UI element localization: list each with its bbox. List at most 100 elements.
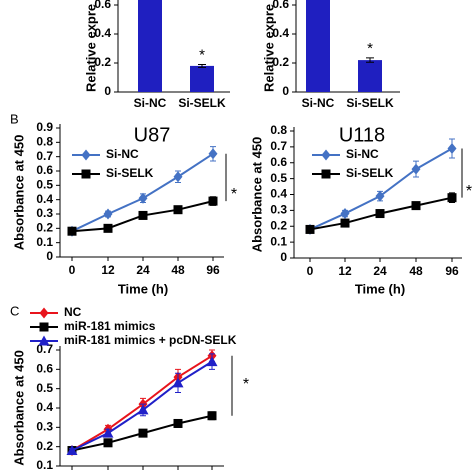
y-tick-label: 0.3 — [270, 203, 287, 217]
legend-label: Si-NC — [346, 147, 379, 161]
x-axis-label: Time (h) — [355, 281, 405, 296]
y-axis-label: Relative expre — [261, 4, 276, 92]
bar — [190, 65, 214, 92]
y-tick-label: 0.1 — [36, 235, 53, 249]
x-axis-label: Time (h) — [118, 281, 168, 296]
y-tick-label: 0.5 — [36, 381, 53, 395]
y-tick-label: 0 — [280, 250, 287, 264]
error-bar — [366, 57, 374, 63]
y-tick-label: 0.7 — [270, 139, 287, 153]
y-tick-label: 0 — [282, 84, 289, 98]
x-tick-label: 96 — [206, 263, 220, 277]
marker — [340, 208, 350, 220]
significance: * — [199, 46, 205, 63]
marker — [137, 404, 149, 415]
chart-title: U87 — [134, 124, 171, 146]
x-tick-label: 24 — [373, 264, 387, 278]
y-tick-label: 0.3 — [36, 420, 53, 434]
y-tick-label: 0.2 — [36, 439, 53, 453]
y-axis-label: Absorbance at 450 — [11, 135, 26, 251]
y-tick-label: 0.2 — [272, 55, 289, 69]
y-tick-label: 0.6 — [94, 0, 111, 11]
y-tick-label: 0.6 — [272, 0, 289, 11]
marker — [172, 377, 184, 388]
marker — [447, 142, 457, 154]
bar — [306, 0, 330, 92]
y-tick-label: 0 — [46, 249, 53, 263]
y-tick-label: 0.4 — [36, 192, 53, 206]
significance: * — [243, 376, 249, 393]
x-tick-label: 96 — [445, 264, 459, 278]
marker — [138, 192, 148, 204]
marker — [206, 356, 218, 367]
y-tick-label: 0.4 — [272, 26, 289, 40]
y-tick-label: 0.4 — [270, 187, 287, 201]
y-tick-label: 0.6 — [270, 155, 287, 169]
x-tick-label: Si-SELK — [346, 96, 394, 110]
x-tick-label: Si-NC — [302, 96, 335, 110]
marker — [66, 445, 78, 456]
x-tick-label: 0 — [307, 264, 314, 278]
x-tick-label: 48 — [409, 264, 423, 278]
marker — [103, 208, 113, 220]
marker — [39, 322, 49, 332]
marker — [81, 169, 91, 179]
marker — [103, 438, 113, 448]
y-tick-label: 0.6 — [36, 362, 53, 376]
marker — [39, 307, 49, 319]
marker — [305, 224, 315, 234]
legend-label: NC — [64, 305, 82, 319]
y-tick-label: 0.4 — [36, 400, 53, 414]
y-tick-label: 0.2 — [94, 55, 111, 69]
marker — [375, 209, 385, 219]
y-axis-label: Relative expre — [83, 4, 98, 92]
y-tick-label: 0.7 — [36, 342, 53, 356]
marker — [411, 201, 421, 211]
marker — [102, 427, 114, 438]
y-tick-label: 0.1 — [270, 234, 287, 248]
marker — [321, 169, 331, 179]
y-tick-label: 0.5 — [36, 178, 53, 192]
marker — [173, 418, 183, 428]
panel-label: C — [10, 303, 19, 318]
y-tick-label: 0.1 — [36, 458, 53, 472]
legend-label: Si-SELK — [106, 166, 154, 180]
marker — [173, 171, 183, 183]
chart-title: U118 — [339, 124, 385, 146]
y-tick-label: 0.5 — [270, 171, 287, 185]
y-tick-label: 0 — [104, 84, 111, 98]
marker — [375, 190, 385, 202]
x-tick-label: Si-SELK — [178, 96, 226, 110]
legend-label: Si-SELK — [346, 166, 394, 180]
legend-label: miR-181 mimics — [64, 319, 156, 333]
y-tick-label: 0.8 — [270, 123, 287, 137]
y-tick-label: 0.2 — [36, 221, 53, 235]
x-tick-label: Si-NC — [134, 96, 167, 110]
y-tick-label: 0.4 — [94, 26, 111, 40]
y-tick-label: 0.9 — [36, 120, 53, 134]
marker — [208, 196, 218, 206]
panel-label: B — [10, 111, 19, 126]
marker — [173, 205, 183, 215]
significance: * — [231, 186, 237, 203]
y-tick-label: 0.6 — [36, 163, 53, 177]
y-tick-label: 0.2 — [270, 218, 287, 232]
y-tick-label: 0.3 — [36, 206, 53, 220]
marker — [207, 411, 217, 421]
marker — [411, 163, 421, 175]
marker — [81, 149, 91, 161]
marker — [38, 335, 50, 346]
x-tick-label: 0 — [69, 263, 76, 277]
marker — [340, 218, 350, 228]
bar — [138, 0, 162, 92]
x-tick-label: 12 — [338, 264, 352, 278]
marker — [103, 223, 113, 233]
marker — [208, 148, 218, 160]
legend-label: Si-NC — [106, 147, 139, 161]
marker — [138, 210, 148, 220]
x-tick-label: 24 — [136, 263, 150, 277]
marker — [447, 193, 457, 203]
marker — [67, 226, 77, 236]
y-tick-label: 0.8 — [36, 135, 53, 149]
